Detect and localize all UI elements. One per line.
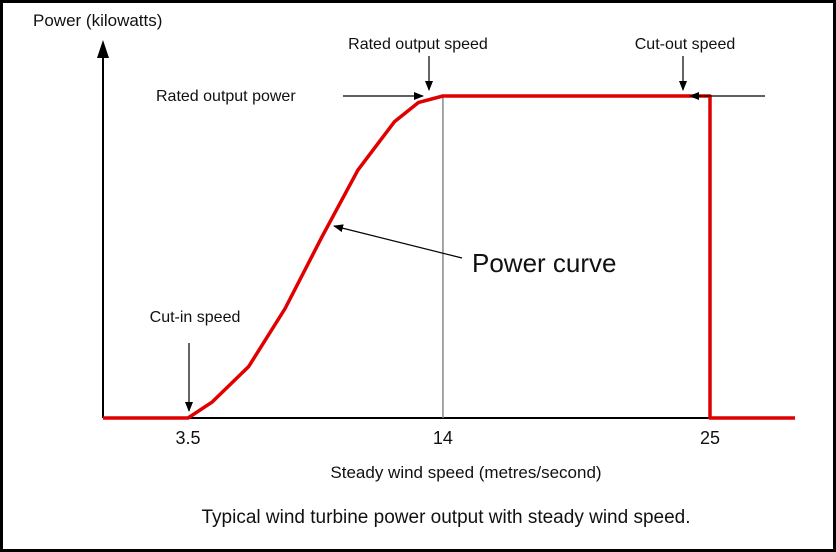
x-axis-label: Steady wind speed (metres/second) xyxy=(330,463,601,482)
y-axis-label: Power (kilowatts) xyxy=(33,11,162,30)
y-axis-arrow-icon xyxy=(97,40,109,58)
power-curve-arrow xyxy=(333,224,463,259)
annotation-rated-output-speed: Rated output speed xyxy=(348,36,488,53)
power-curve-line xyxy=(103,94,795,420)
annotation-power-curve: Power curve xyxy=(472,248,617,278)
annotation-rated-output-power: Rated output power xyxy=(156,88,296,105)
x-tick-label: 25 xyxy=(700,428,720,448)
x-tick-label: 3.5 xyxy=(175,428,200,448)
annotation-cut-in-speed: Cut-in speed xyxy=(150,309,241,326)
x-tick-label: 14 xyxy=(433,428,453,448)
annotation-cut-out-speed: Cut-out speed xyxy=(635,36,736,53)
chart-caption: Typical wind turbine power output with s… xyxy=(202,507,691,528)
